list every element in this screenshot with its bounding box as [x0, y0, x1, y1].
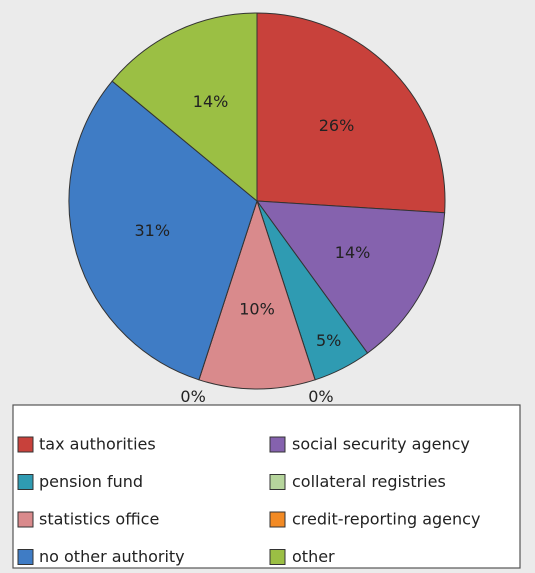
- pie-slice: [255, 200, 446, 354]
- pie-slice: [111, 12, 258, 203]
- data-label: 10%: [239, 300, 275, 319]
- data-label: 0%: [180, 387, 205, 406]
- pie-slice: [68, 80, 258, 381]
- data-label: 5%: [316, 331, 341, 350]
- legend-swatch: [17, 549, 34, 565]
- legend-label: collateral registries: [292, 472, 446, 491]
- legend-swatch: [17, 511, 34, 528]
- legend-label: no other authority: [39, 547, 185, 566]
- data-label: 26%: [319, 116, 355, 135]
- legend-label: social security agency: [292, 435, 470, 454]
- legend-label: other: [292, 547, 335, 566]
- pie-slice: [198, 199, 316, 390]
- data-label: 0%: [308, 387, 333, 406]
- pie-slice: [256, 12, 446, 214]
- data-label: 14%: [335, 243, 371, 262]
- legend-box: [12, 404, 521, 569]
- legend-label: credit-reporting agency: [292, 510, 480, 529]
- legend-label: tax authorities: [39, 435, 156, 454]
- data-label: 14%: [193, 92, 229, 111]
- legend-swatch: [17, 474, 34, 490]
- legend-label: pension fund: [39, 472, 143, 491]
- legend-swatch: [269, 511, 286, 528]
- data-label: 31%: [135, 221, 171, 240]
- legend-label: statistics office: [39, 510, 159, 529]
- legend-swatch: [269, 549, 286, 565]
- legend-swatch: [269, 436, 286, 453]
- legend-swatch: [17, 436, 34, 453]
- legend-swatch: [269, 474, 286, 490]
